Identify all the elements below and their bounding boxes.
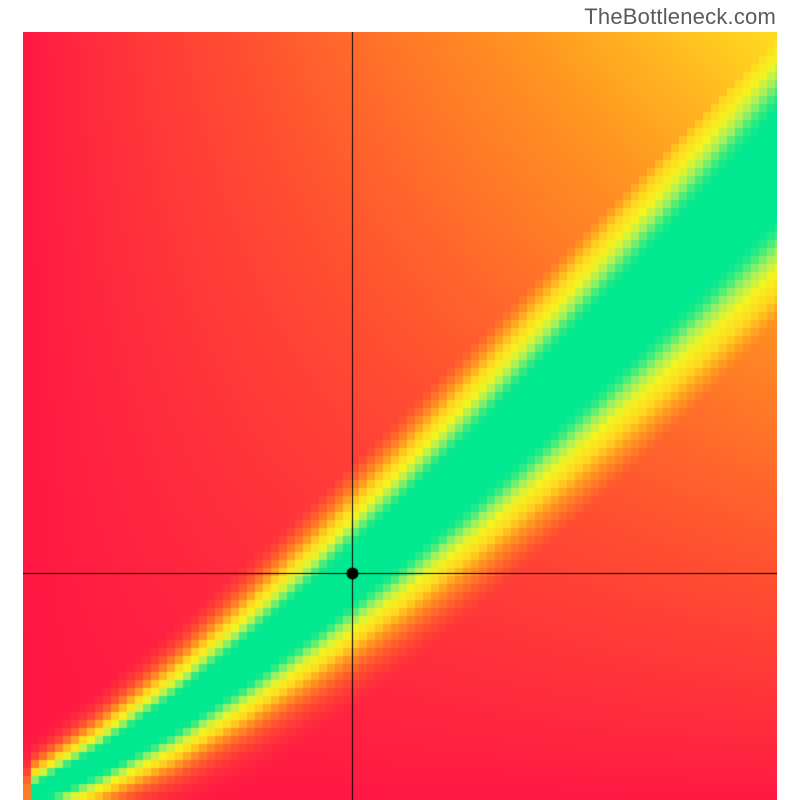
watermark-text: TheBottleneck.com xyxy=(584,4,776,30)
bottleneck-heatmap xyxy=(23,32,777,800)
